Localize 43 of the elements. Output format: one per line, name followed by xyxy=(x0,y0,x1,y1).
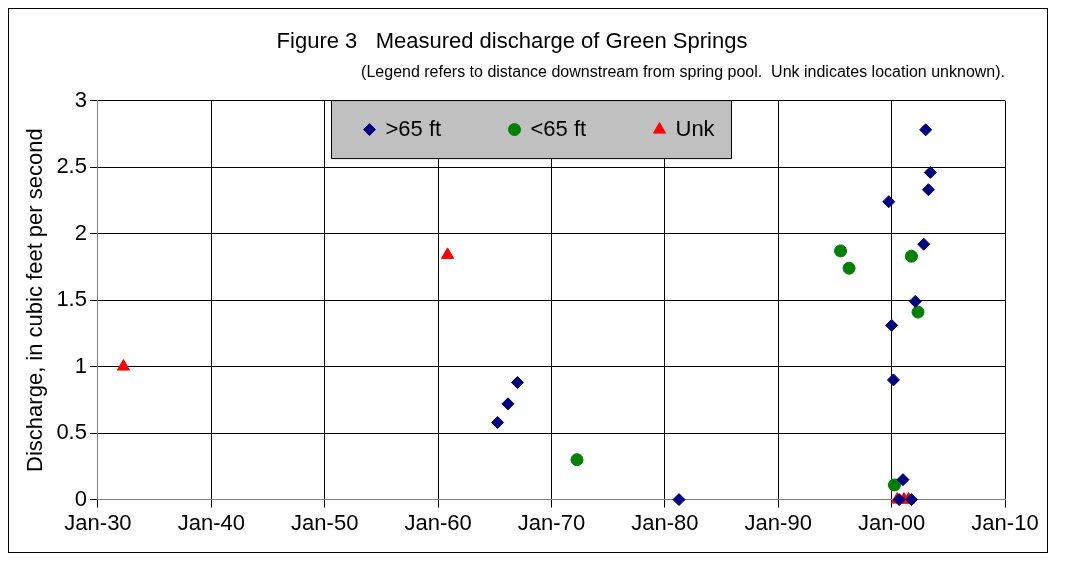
point xyxy=(917,237,931,251)
point xyxy=(908,294,922,308)
legend-label: Unk xyxy=(675,115,716,141)
chart-subtitle: (Legend refers to distance downstream from spring pool. Unk indicates location unknown). xyxy=(361,63,1005,81)
point xyxy=(672,493,686,507)
chart-title: Figure 3 Measured discharge of Green Springs xyxy=(276,28,748,54)
y-tick-label: 3 xyxy=(74,86,87,112)
point xyxy=(904,249,918,263)
x-tick-label: Jan-60 xyxy=(404,509,472,535)
y-tick-label: 2 xyxy=(74,219,87,245)
point xyxy=(842,261,856,275)
point xyxy=(921,183,935,197)
x-tick-label: Jan-10 xyxy=(971,509,1039,535)
point xyxy=(570,453,584,467)
y-tick-label: 0 xyxy=(74,485,87,511)
point xyxy=(911,305,925,319)
point xyxy=(886,373,900,387)
legend-label: <65 ft xyxy=(530,115,587,141)
y-tick-label: 1 xyxy=(74,352,87,378)
x-tick-label: Jan-40 xyxy=(177,509,245,535)
point xyxy=(501,397,515,411)
x-tick-label: Jan-50 xyxy=(291,509,359,535)
point xyxy=(896,473,910,487)
y-axis-title: Discharge, in cubic feet per second xyxy=(22,128,48,472)
point xyxy=(441,247,455,259)
point xyxy=(834,244,848,258)
x-tick-label: Jan-70 xyxy=(517,509,586,535)
point xyxy=(885,318,899,332)
x-tick-label: Jan-90 xyxy=(744,509,812,535)
point xyxy=(882,195,896,209)
y-tick-label: 2.5 xyxy=(56,153,87,179)
legend-label: >65 ft xyxy=(385,115,442,141)
x-tick-label: Jan-30 xyxy=(64,509,132,535)
point xyxy=(116,359,131,371)
y-tick-label: 1.5 xyxy=(56,286,87,312)
point xyxy=(887,478,901,492)
x-tick-label: Jan-80 xyxy=(631,509,699,535)
x-tick-label: Jan-00 xyxy=(857,509,926,535)
y-tick-label: 0.5 xyxy=(56,419,87,445)
point xyxy=(491,415,505,429)
point xyxy=(510,376,524,390)
point xyxy=(919,123,933,137)
point xyxy=(923,165,937,179)
